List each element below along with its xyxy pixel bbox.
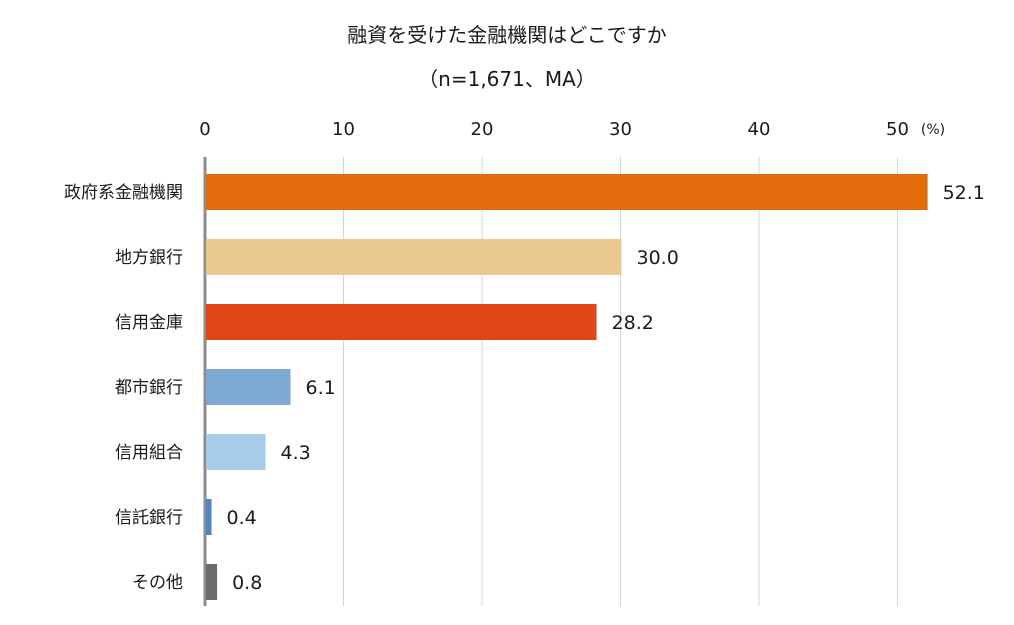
bars-layer: [206, 174, 928, 600]
bar-1: [206, 174, 928, 210]
category-label: 信用金庫: [115, 313, 183, 333]
bar-2: [206, 239, 622, 275]
value-label: 28.2: [612, 312, 654, 334]
value-label: 6.1: [305, 377, 335, 399]
category-label: 政府系金融機関: [64, 183, 183, 203]
value-label: 0.4: [227, 507, 257, 529]
chart-subtitle: （n=1,671、MA）: [418, 67, 596, 91]
x-tick-label: 20: [471, 119, 494, 140]
category-label: その他: [132, 573, 183, 593]
bar-7: [206, 564, 218, 600]
x-tick-label: 40: [748, 119, 771, 140]
bar-3: [206, 304, 597, 340]
value-label: 0.8: [232, 572, 262, 594]
bar-6: [206, 499, 212, 535]
category-label: 信託銀行: [115, 508, 183, 528]
category-label: 地方銀行: [115, 248, 183, 268]
grid-layer: 0 10 20 30 40 50: [199, 119, 909, 606]
x-tick-label: 30: [609, 119, 632, 140]
unit-label: (%): [921, 122, 945, 138]
category-label: 信用組合: [115, 443, 183, 463]
x-tick-label: 10: [332, 119, 355, 140]
labels-layer: 政府系金融機関 52.1 地方銀行 30.0 信用金庫 28.2 都市銀行 6.1 信用組合 4.…: [64, 182, 985, 594]
chart-title: 融資を受けた金融機関はどこですか: [347, 23, 666, 47]
value-label: 52.1: [943, 182, 985, 204]
value-label: 30.0: [637, 247, 679, 269]
bar-4: [206, 369, 291, 405]
bar-5: [206, 434, 266, 470]
x-tick-label: 0: [199, 119, 210, 140]
x-tick-label: 50: [886, 119, 909, 140]
category-label: 都市銀行: [115, 378, 183, 398]
value-label: 4.3: [281, 442, 311, 464]
